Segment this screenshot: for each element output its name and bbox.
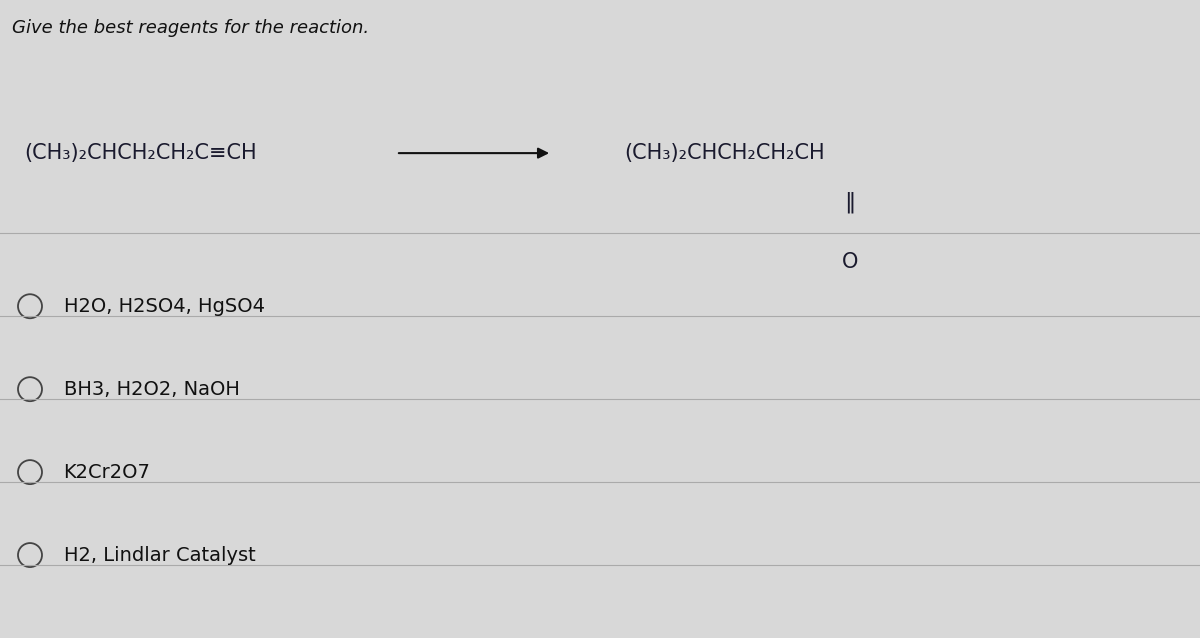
Text: Give the best reagents for the reaction.: Give the best reagents for the reaction.	[12, 19, 370, 37]
Text: BH3, H2O2, NaOH: BH3, H2O2, NaOH	[64, 380, 240, 399]
Text: K2Cr2O7: K2Cr2O7	[64, 463, 150, 482]
Text: H2, Lindlar Catalyst: H2, Lindlar Catalyst	[64, 545, 256, 565]
Text: H2O, H2SO4, HgSO4: H2O, H2SO4, HgSO4	[64, 297, 265, 316]
Text: (CH₃)₂CHCH₂CH₂CH: (CH₃)₂CHCH₂CH₂CH	[624, 143, 824, 163]
Text: (CH₃)₂CHCH₂CH₂C≡CH: (CH₃)₂CHCH₂CH₂C≡CH	[24, 143, 257, 163]
Text: ‖: ‖	[844, 191, 856, 213]
Text: O: O	[841, 252, 858, 272]
